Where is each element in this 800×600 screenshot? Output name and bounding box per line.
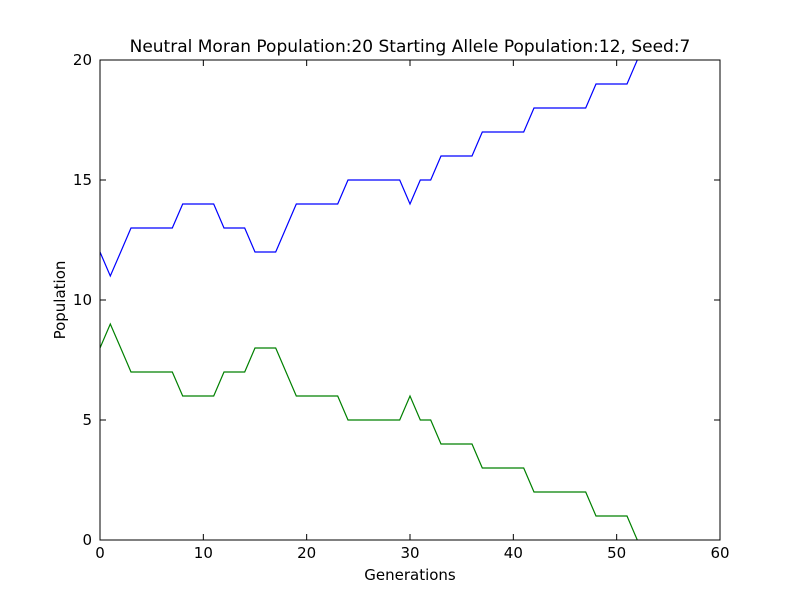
axis-ticks: 0 10 20 30 40 50 60 0 5 10 15 20 xyxy=(73,51,730,562)
x-tick-label: 60 xyxy=(710,544,729,562)
x-tick-label: 40 xyxy=(504,544,523,562)
x-tick-label: 0 xyxy=(95,544,105,562)
y-axis-label: Population xyxy=(51,261,69,340)
x-tick-label: 30 xyxy=(400,544,419,562)
series-line-1 xyxy=(99,59,638,278)
plot-area xyxy=(99,59,638,541)
y-tick-label: 0 xyxy=(82,531,92,549)
x-tick-label: 10 xyxy=(194,544,213,562)
chart-title: Neutral Moran Population:20 Starting All… xyxy=(130,37,691,57)
series-line-2 xyxy=(99,322,638,541)
x-axis-label: Generations xyxy=(364,566,456,584)
y-tick-label: 20 xyxy=(73,51,92,69)
y-tick-label: 5 xyxy=(82,411,92,429)
y-tick-label: 10 xyxy=(73,291,92,309)
y-tick-label: 15 xyxy=(73,171,92,189)
x-tick-label: 50 xyxy=(607,544,626,562)
plot-frame xyxy=(99,59,721,541)
x-tick-label: 20 xyxy=(297,544,316,562)
